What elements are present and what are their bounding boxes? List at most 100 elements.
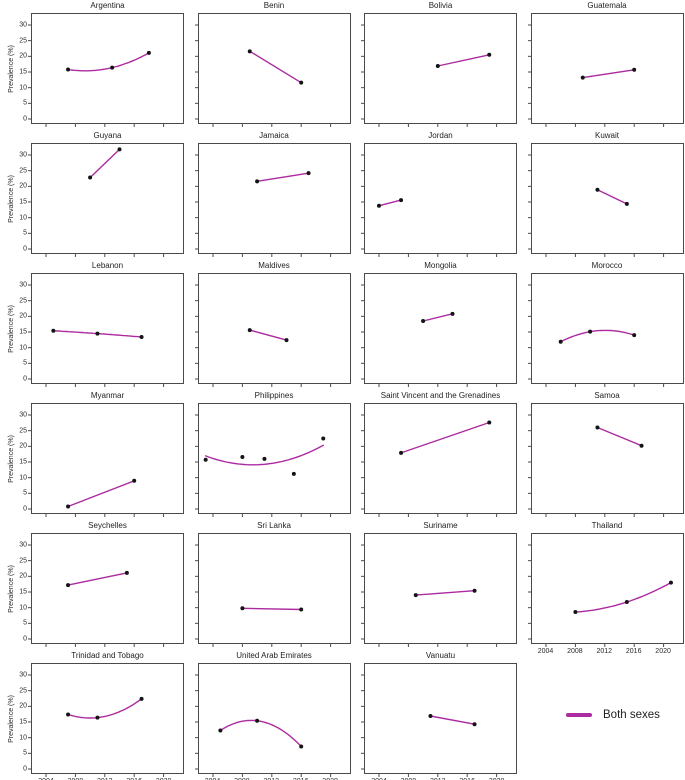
y-tick-label: 30 [19,21,27,29]
chart-panel: Maldives [194,260,351,390]
data-point [487,420,492,425]
x-tick-label: 2012 [423,778,453,780]
data-point [117,147,122,152]
chart-panel: Bolivia [361,0,517,130]
panel-title: Guatemala [587,1,627,10]
panel-plot [28,533,184,647]
panel-title: Argentina [90,1,125,10]
data-point [66,712,71,717]
chart-panel: Trinidad and Tobago 0 5 10 15 20 25 30 Prevalenc… [0,650,184,780]
panel-plot [194,533,351,647]
data-point [624,201,629,206]
data-point [95,331,100,336]
y-axis-label: Prevalence (%) [8,304,15,353]
panel-title: Lebanon [91,261,124,270]
panel-title: Kuwait [594,131,619,140]
data-point [298,744,303,749]
panel-title: Vanuatu [425,651,456,660]
data-point [487,52,492,57]
y-tick-label: 25 [19,557,27,565]
data-point [66,583,71,588]
data-point [580,75,585,80]
chart-panel: Sri Lanka [194,520,351,650]
chart-panel: Suriname [361,520,517,650]
panel-title: Suriname [423,521,458,530]
y-tick-label: 30 [19,541,27,549]
data-point [450,311,455,316]
data-point [284,338,288,343]
data-point [66,504,71,509]
chart-panel: Guatemala [527,0,684,130]
legend-line-swatch [566,713,592,717]
chart-panel: Lebanon 0 5 10 15 20 25 30 Prevalence (%) [0,260,184,390]
panel-title: Samoa [594,391,620,400]
data-point [95,715,100,720]
data-point [399,450,404,455]
data-point [239,454,244,459]
x-tick-label: 2008 [393,778,423,780]
y-tick-label: 20 [19,572,27,580]
data-point [298,80,303,85]
x-tick-label: 2008 [227,778,257,780]
x-tick-label: 2016 [286,778,316,780]
y-tick-label: 15 [19,328,27,336]
data-point [624,600,629,605]
x-tick-label: 2020 [149,778,179,780]
y-tick-label: 15 [19,588,27,596]
data-point [146,50,151,55]
trend-line [67,572,128,586]
trend-line [67,698,143,719]
x-tick-label: 2020 [482,778,512,780]
y-tick-label: 5 [23,619,27,627]
panel-plot [28,663,184,777]
trend-line [429,715,476,725]
y-tick-label: 5 [23,99,27,107]
data-point [254,718,259,723]
panel-plot [527,273,684,387]
x-tick-label: 2012 [90,778,120,780]
panel-plot [194,403,351,517]
chart-panel: Saint Vincent and the Grenadines [361,390,517,520]
data-point [217,728,222,733]
x-tick-label: 2020 [655,648,671,655]
y-tick-label: 5 [23,489,27,497]
y-axis-label: Prevalence (%) [8,174,15,223]
data-point [132,478,137,483]
panel-plot [28,403,184,517]
data-point [639,443,644,448]
panel-plot [361,533,517,647]
data-point [247,328,252,333]
y-tick-label: 15 [19,718,27,726]
data-point [66,67,71,72]
panel-title: Trinidad and Tobago [71,651,144,660]
trend-line [596,426,642,447]
y-axis-label: Prevalence (%) [8,434,15,483]
data-point [572,610,577,615]
data-point [139,696,144,701]
data-point [261,456,266,461]
y-tick-label: 0 [23,115,27,123]
y-tick-label: 5 [23,359,27,367]
x-tick-label: 2008 [567,648,583,655]
data-point [377,203,381,208]
y-tick-label: 30 [19,281,27,289]
data-point [254,179,259,184]
panel-title: Seychelles [88,521,127,530]
data-point [435,64,440,69]
panel-title: Guyana [93,131,122,140]
x-tick-label: 2012 [596,648,613,655]
y-tick-label: 0 [23,505,27,513]
data-point [88,175,93,180]
trend-line [415,590,476,596]
y-tick-label: 25 [19,297,27,305]
x-tick-label: 2004 [364,778,394,780]
y-tick-label: 20 [19,312,27,320]
y-tick-label: 15 [19,198,27,206]
data-point [291,471,296,476]
y-tick-label: 30 [19,411,27,419]
data-point [320,436,325,441]
data-point [472,722,477,727]
trend-line [378,199,402,207]
y-tick-label: 10 [19,734,27,742]
trend-line [241,607,302,611]
